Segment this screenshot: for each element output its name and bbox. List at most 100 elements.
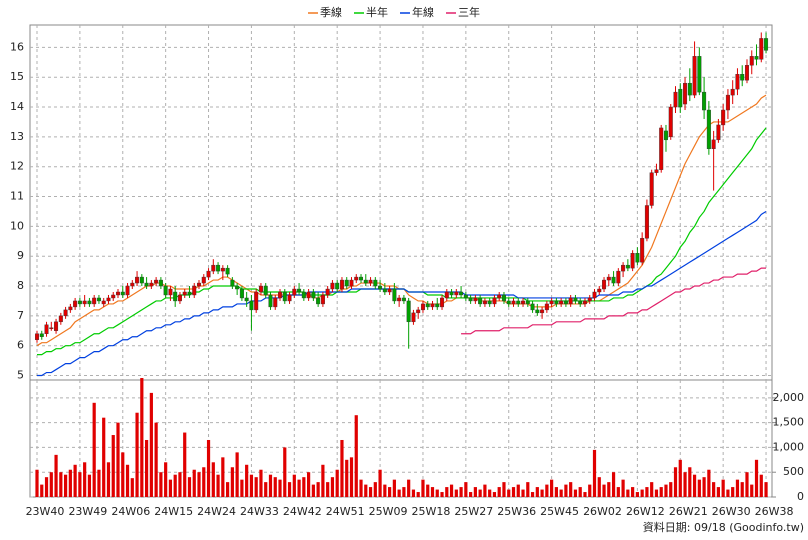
volume-bar	[73, 464, 77, 497]
candle-body	[473, 297, 478, 302]
volume-bar	[635, 492, 639, 497]
candle-body	[735, 74, 740, 90]
volume-bar	[611, 472, 616, 497]
volume-bar	[478, 489, 482, 497]
candle-body	[282, 291, 287, 302]
volume-bar	[383, 484, 387, 497]
volume-bar	[445, 487, 449, 497]
volume-bar	[678, 459, 682, 497]
volume-bar	[697, 479, 701, 497]
volume-bar	[168, 479, 173, 497]
candle-body	[58, 315, 63, 323]
y-tick-label: 8	[17, 279, 24, 292]
candle-body	[182, 291, 187, 296]
y-tick-label: 6	[17, 339, 24, 352]
volume-bar	[359, 479, 363, 497]
volume-bar	[521, 489, 525, 497]
candle-body	[649, 172, 654, 206]
volume-bar	[283, 447, 287, 497]
candle-body	[378, 285, 383, 290]
candle-body	[740, 74, 745, 81]
candle-body	[144, 282, 149, 287]
candle-body	[530, 303, 535, 311]
x-tick-label: 25W45	[540, 505, 579, 518]
volume-bar	[87, 474, 92, 497]
volume-bar	[526, 482, 530, 497]
candle-body	[220, 267, 225, 272]
volume-bar	[264, 482, 268, 497]
volume-bar	[206, 439, 211, 497]
y-tick-label: 16	[10, 40, 24, 53]
candle-body	[82, 300, 87, 305]
volume-bar	[97, 469, 101, 497]
y2-tick-label: 2,000	[773, 391, 805, 404]
candle-body	[678, 88, 683, 108]
volume-bar	[564, 484, 568, 497]
volume-bar	[335, 469, 339, 497]
volume-bar	[354, 415, 358, 497]
volume-bar	[345, 459, 349, 497]
volume-bar	[245, 464, 249, 497]
volume-bar	[650, 482, 654, 497]
candle-body	[616, 270, 621, 284]
volume-bar	[731, 487, 735, 497]
candle-body	[425, 303, 430, 308]
candle-body	[497, 294, 502, 299]
volume-bar	[388, 487, 392, 497]
volume-bar	[235, 452, 239, 497]
volume-bar	[254, 477, 258, 497]
volume-bar	[330, 477, 335, 497]
x-tick-label: 26W12	[626, 505, 665, 518]
candle-body	[168, 288, 173, 296]
volume-bar	[159, 472, 163, 497]
volume-bar	[249, 474, 254, 497]
candle-body	[435, 303, 440, 308]
candle-body	[659, 127, 664, 170]
candle-body	[716, 124, 721, 141]
y-tick-label: 10	[10, 219, 24, 232]
candle-body	[111, 294, 116, 299]
volume-bar	[659, 487, 663, 497]
volume-bar	[173, 474, 177, 497]
candle-body	[344, 279, 349, 287]
y2-tick-label: 500	[783, 465, 804, 478]
volume-bar	[759, 474, 763, 497]
candle-body	[268, 294, 273, 308]
volume-bar	[626, 489, 630, 497]
candle-body	[130, 282, 135, 287]
candle-body	[287, 294, 292, 302]
volume-bar	[221, 457, 225, 497]
candle-body	[306, 291, 311, 299]
volume-bar	[154, 422, 158, 497]
volume-bar	[416, 492, 420, 497]
candle-body	[297, 288, 302, 293]
candle-body	[96, 297, 101, 302]
volume-bar	[554, 487, 558, 497]
volume-bar	[273, 477, 277, 497]
candle-body	[711, 139, 716, 150]
volume-bar	[502, 482, 506, 497]
volume-bar	[78, 472, 82, 497]
volume-bar	[602, 484, 606, 497]
volume-bar	[135, 412, 139, 497]
volume-bar	[473, 487, 477, 497]
x-tick-label: 23W40	[26, 505, 65, 518]
candle-body	[101, 300, 106, 305]
volume-bar	[469, 492, 473, 497]
volume-bar	[631, 487, 635, 497]
volume-bar	[435, 489, 439, 497]
legend-label: 三年	[458, 5, 480, 19]
candle-body	[192, 285, 197, 296]
candle-body	[754, 56, 759, 60]
volume-bar	[535, 487, 539, 497]
y2-tick-label: 0	[797, 490, 804, 503]
y-tick-label: 14	[10, 100, 24, 113]
y-tick-label: 11	[10, 190, 24, 203]
candle-body	[602, 279, 607, 290]
volume-bar	[488, 489, 492, 497]
candle-body	[454, 291, 459, 296]
candle-body	[640, 238, 645, 263]
candle-body	[573, 297, 578, 302]
candle-body	[382, 288, 387, 293]
